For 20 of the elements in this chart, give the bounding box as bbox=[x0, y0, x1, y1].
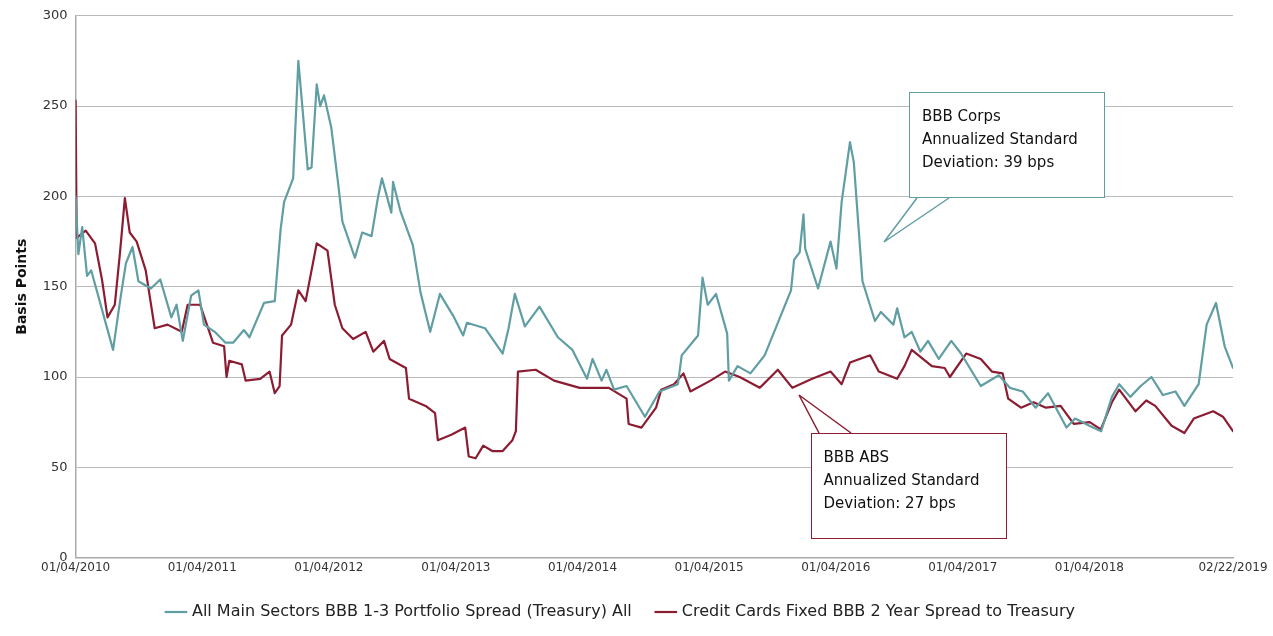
x-tick-label: 01/04/2013 bbox=[421, 559, 491, 574]
x-tick-label: 01/04/2012 bbox=[294, 559, 364, 574]
y-tick-label: 300 bbox=[42, 7, 68, 23]
x-tick-label: 01/04/2014 bbox=[547, 559, 618, 574]
y-tick-label: 50 bbox=[51, 458, 68, 474]
legend-label: Credit Cards Fixed BBB 2 Year Spread to Treasury bbox=[681, 601, 1076, 621]
y-tick-label: 200 bbox=[42, 187, 68, 203]
x-tick-label: 01/04/2016 bbox=[801, 559, 871, 574]
y-axis-title: Basis Points bbox=[13, 238, 30, 335]
legend-label: All Main Sectors BBB 1-3 Portfolio Spread (Treasury) All bbox=[191, 601, 632, 621]
x-tick-label: 01/04/2011 bbox=[167, 559, 237, 574]
annotation: BBB ABS Annualized Standard Deviation: 27 bps bbox=[810, 432, 1007, 539]
annotation: BBB Corps Annualized Standard Deviation: 39 bps bbox=[908, 91, 1105, 198]
x-tick-label: 01/04/2018 bbox=[1054, 559, 1124, 574]
x-tick-label: 01/04/2017 bbox=[928, 559, 998, 574]
x-tick-label: 02/22/2019 bbox=[1198, 559, 1268, 574]
y-tick-label: 250 bbox=[42, 97, 68, 113]
x-tick-label: 01/04/2015 bbox=[674, 559, 744, 574]
y-tick-label: 150 bbox=[42, 278, 68, 294]
y-tick-label: 100 bbox=[42, 368, 68, 384]
